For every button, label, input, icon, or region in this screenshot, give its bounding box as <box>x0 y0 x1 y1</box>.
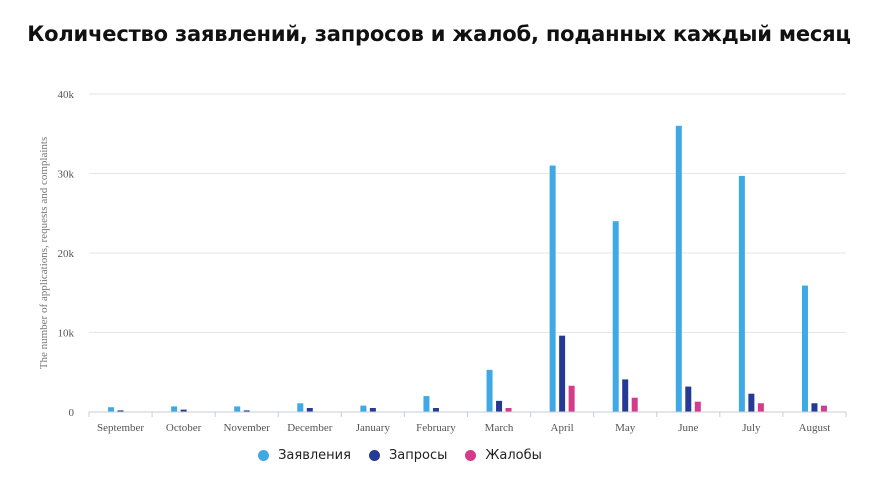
bar-1-10 <box>675 125 682 413</box>
x-tick-label: December <box>287 422 333 434</box>
y-tick-label: 20k <box>58 248 75 260</box>
y-axis-label: The number of applications, requests and… <box>38 137 50 369</box>
legend-label: Жалобы <box>485 448 542 463</box>
bar-2-2 <box>180 409 187 412</box>
x-tick-label: September <box>97 422 144 434</box>
bar-1-6 <box>423 396 430 412</box>
bar-3-9 <box>631 397 638 412</box>
bar-1-3 <box>234 406 241 412</box>
bar-1-7 <box>486 369 493 412</box>
y-tick-label: 30k <box>58 169 75 181</box>
legend: Заявления Запросы Жалобы <box>0 448 800 463</box>
chart-title: Количество заявлений, запросов и жалоб, … <box>27 22 851 46</box>
y-tick-label: 0 <box>69 407 75 419</box>
bar-1-11 <box>738 175 745 412</box>
x-tick-label: January <box>356 422 391 434</box>
bar-1-9 <box>612 221 619 412</box>
bar-1-1 <box>108 407 115 412</box>
grid-lines <box>89 93 846 333</box>
legend-marker <box>368 450 380 461</box>
y-tick-label: 10k <box>58 328 75 340</box>
bars <box>108 125 827 413</box>
x-tick-label: August <box>799 422 831 434</box>
x-tick-label: October <box>166 422 202 434</box>
bar-3-8 <box>568 385 575 412</box>
bar-2-7 <box>496 400 503 412</box>
legend-item[interactable]: Жалобы <box>465 448 542 463</box>
legend-label: Запросы <box>388 448 448 463</box>
x-axis: September October November December January F… <box>88 411 847 434</box>
bar-2-4 <box>306 408 313 412</box>
y-tick-label: 40k <box>58 89 75 101</box>
bar-2-12 <box>811 403 818 412</box>
x-tick-label: June <box>678 422 698 434</box>
legend-marker <box>465 450 477 461</box>
x-tick-label: February <box>416 422 456 434</box>
bar-2-6 <box>432 408 439 412</box>
bar-2-8 <box>559 335 566 412</box>
bar-2-10 <box>685 386 692 412</box>
y-axis-ticks: 0 10k 20k 30k 40k <box>58 89 75 419</box>
bar-3-12 <box>820 405 827 412</box>
x-tick-label: March <box>485 422 514 434</box>
legend-label: Заявления <box>278 448 351 463</box>
bar-3-7 <box>505 408 512 412</box>
bar-2-11 <box>748 393 755 412</box>
bar-2-5 <box>369 408 376 412</box>
legend-marker <box>258 450 270 461</box>
x-tick-label: July <box>742 422 761 434</box>
bar-1-4 <box>297 403 304 412</box>
bar-2-9 <box>622 379 629 412</box>
bar-2-1 <box>117 410 124 412</box>
bar-2-3 <box>243 410 250 412</box>
bar-1-2 <box>171 406 178 412</box>
bar-3-11 <box>757 403 764 412</box>
legend-item[interactable]: Запросы <box>368 448 448 463</box>
x-tick-label: April <box>551 422 574 434</box>
bar-3-10 <box>694 401 701 412</box>
x-tick-label: November <box>223 422 270 434</box>
x-tick-label: May <box>615 422 636 434</box>
bar-1-12 <box>801 285 808 412</box>
legend-item[interactable]: Заявления <box>258 448 351 463</box>
bar-1-5 <box>360 405 367 412</box>
bar-1-8 <box>549 165 556 412</box>
